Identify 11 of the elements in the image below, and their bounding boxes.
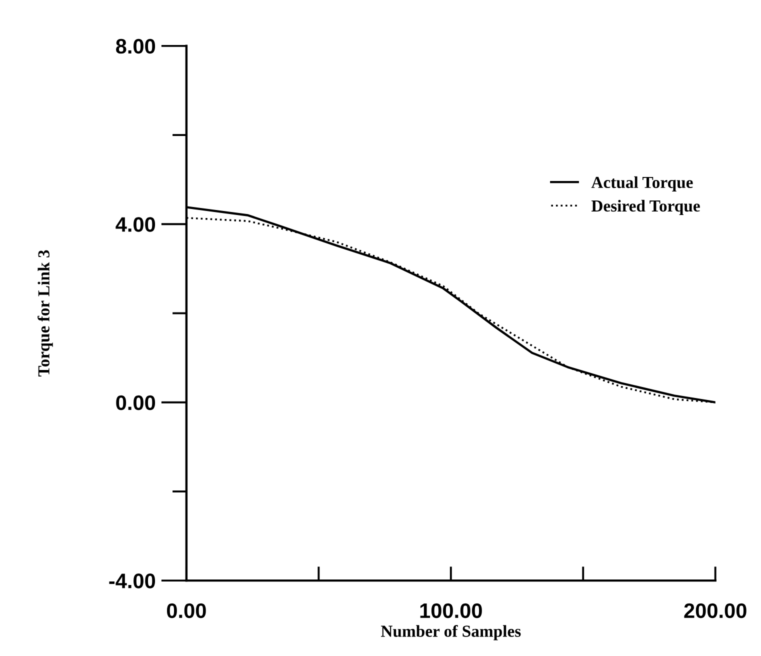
y-tick-label: 4.00 [116,217,156,232]
y-tick-label: -4.00 [109,574,156,588]
x-axis-title: Number of Samples [380,624,521,640]
legend-label: Actual Torque [591,176,693,192]
legend-label: Desired Torque [591,200,700,215]
y-axis-title: Torque for Link 3 [38,250,53,377]
y-tick-label: 8.00 [116,38,156,54]
x-tick-label: 100.00 [420,603,482,618]
x-tick-label: 200.00 [684,603,746,618]
y-tick-label: 0.00 [116,395,156,410]
x-tick-label: 0.00 [166,603,206,618]
